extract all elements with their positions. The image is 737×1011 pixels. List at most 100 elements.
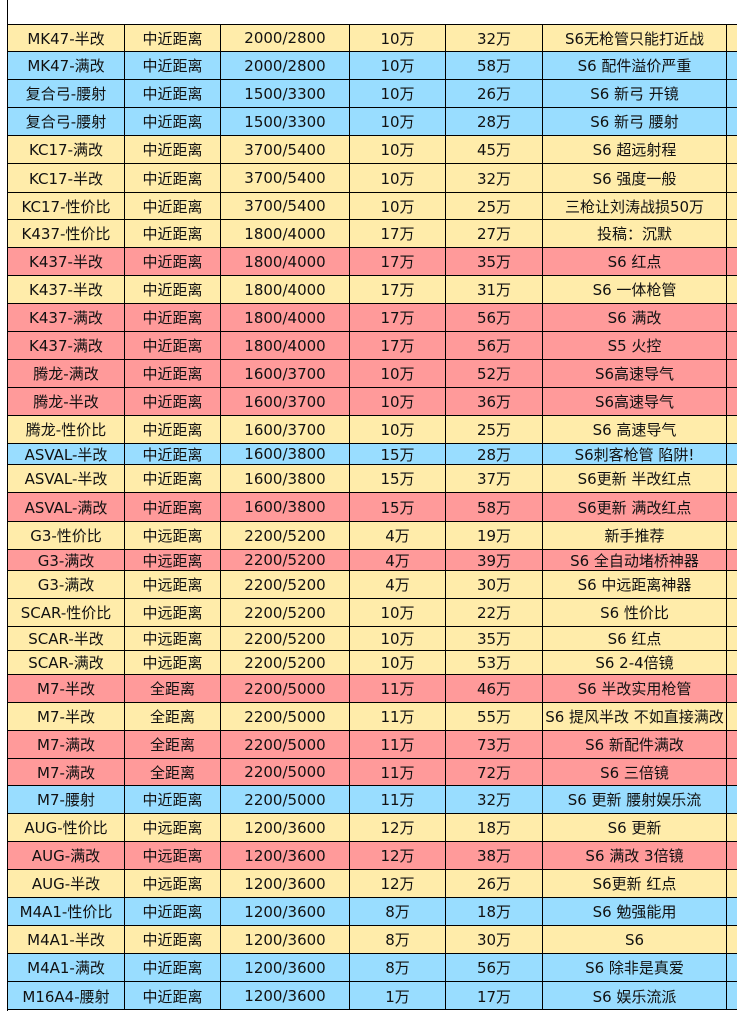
cell-note[interactable]: S6 新弓 腰射 xyxy=(543,108,727,135)
cell-base-price[interactable]: 4万 xyxy=(350,522,446,549)
cell-stat[interactable]: 2200/5200 xyxy=(221,550,350,570)
cell-stat[interactable]: 1600/3800 xyxy=(221,444,350,464)
cell-weapon-name[interactable]: M16A4-腰射 xyxy=(8,982,125,1010)
cell-empty[interactable] xyxy=(727,599,737,626)
cell-empty[interactable] xyxy=(727,954,737,981)
cell-weapon-name[interactable]: M4A1-性价比 xyxy=(8,898,125,925)
cell-total-price[interactable]: 27万 xyxy=(446,220,543,247)
cell-empty[interactable] xyxy=(727,522,737,549)
cell-range[interactable]: 中近距离 xyxy=(125,493,221,521)
cell-range[interactable]: 中近距离 xyxy=(125,388,221,415)
cell-stat[interactable]: 1200/3600 xyxy=(221,898,350,925)
cell-empty[interactable] xyxy=(727,360,737,387)
cell-weapon-name[interactable]: ASVAL-满改 xyxy=(8,493,125,521)
cell-base-price[interactable]: 12万 xyxy=(350,870,446,897)
cell-total-price[interactable]: 72万 xyxy=(446,759,543,785)
cell-empty[interactable] xyxy=(727,814,737,841)
cell-total-price[interactable]: 18万 xyxy=(446,898,543,925)
cell-base-price[interactable]: 10万 xyxy=(350,193,446,219)
cell-total-price[interactable]: 35万 xyxy=(446,248,543,275)
cell-note[interactable]: S5 火控 xyxy=(543,332,727,359)
cell-total-price[interactable]: 18万 xyxy=(446,814,543,841)
cell-range[interactable]: 中近距离 xyxy=(125,926,221,953)
cell-weapon-name[interactable]: M7-满改 xyxy=(8,731,125,758)
cell-base-price[interactable]: 11万 xyxy=(350,786,446,813)
cell-total-price[interactable]: 36万 xyxy=(446,388,543,415)
cell-total-price[interactable]: 25万 xyxy=(446,193,543,219)
cell-weapon-name[interactable]: K437-半改 xyxy=(8,276,125,303)
cell-range[interactable]: 中近距离 xyxy=(125,898,221,925)
cell-empty[interactable] xyxy=(727,52,737,79)
cell-stat[interactable]: 2200/5000 xyxy=(221,703,350,730)
cell-stat[interactable]: 2000/2800 xyxy=(221,25,350,51)
cell-stat[interactable]: 1500/3300 xyxy=(221,80,350,107)
cell-note[interactable]: S6高速导气 xyxy=(543,388,727,415)
cell-note[interactable]: S6 勉强能用 xyxy=(543,898,727,925)
cell-stat[interactable]: 1200/3600 xyxy=(221,926,350,953)
cell-base-price[interactable]: 15万 xyxy=(350,465,446,492)
cell-total-price[interactable]: 37万 xyxy=(446,465,543,492)
cell-stat[interactable]: 2200/5200 xyxy=(221,522,350,549)
cell-stat[interactable]: 1800/4000 xyxy=(221,332,350,359)
cell-base-price[interactable]: 10万 xyxy=(350,52,446,79)
cell-note[interactable]: S6 中远距离神器 xyxy=(543,571,727,598)
cell-note[interactable]: S6 新弓 开镜 xyxy=(543,80,727,107)
cell-weapon-name[interactable]: 复合弓-腰射 xyxy=(8,108,125,135)
cell-base-price[interactable]: 11万 xyxy=(350,675,446,702)
cell-empty[interactable] xyxy=(727,786,737,813)
cell-base-price[interactable]: 10万 xyxy=(350,80,446,107)
cell-base-price[interactable]: 10万 xyxy=(350,599,446,626)
cell-note[interactable]: 新手推荐 xyxy=(543,522,727,549)
cell-stat[interactable]: 3700/5400 xyxy=(221,164,350,192)
cell-weapon-name[interactable]: AUG-满改 xyxy=(8,842,125,869)
cell-base-price[interactable]: 12万 xyxy=(350,842,446,869)
cell-empty[interactable] xyxy=(727,550,737,570)
cell-total-price[interactable]: 32万 xyxy=(446,786,543,813)
cell-total-price[interactable]: 32万 xyxy=(446,25,543,51)
cell-empty[interactable] xyxy=(727,759,737,785)
cell-weapon-name[interactable]: AUG-半改 xyxy=(8,870,125,897)
cell-range[interactable]: 中远距离 xyxy=(125,814,221,841)
cell-weapon-name[interactable]: K437-性价比 xyxy=(8,220,125,247)
cell-stat[interactable]: 2000/2800 xyxy=(221,52,350,79)
cell-total-price[interactable]: 52万 xyxy=(446,360,543,387)
cell-base-price[interactable]: 10万 xyxy=(350,627,446,650)
cell-base-price[interactable]: 10万 xyxy=(350,25,446,51)
cell-note[interactable]: S6无枪管只能打近战 xyxy=(543,25,727,51)
cell-note[interactable]: 投稿：沉默 xyxy=(543,220,727,247)
cell-range[interactable]: 全距离 xyxy=(125,731,221,758)
cell-total-price[interactable]: 26万 xyxy=(446,80,543,107)
cell-empty[interactable] xyxy=(727,164,737,192)
cell-base-price[interactable]: 8万 xyxy=(350,954,446,981)
cell-base-price[interactable]: 12万 xyxy=(350,814,446,841)
cell-range[interactable]: 中近距离 xyxy=(125,416,221,443)
cell-range[interactable]: 中远距离 xyxy=(125,571,221,598)
cell-range[interactable]: 中近距离 xyxy=(125,304,221,331)
cell-base-price[interactable]: 8万 xyxy=(350,926,446,953)
cell-weapon-name[interactable]: ASVAL-半改 xyxy=(8,444,125,464)
cell-empty[interactable] xyxy=(727,627,737,650)
cell-note[interactable]: S6 性价比 xyxy=(543,599,727,626)
cell-base-price[interactable]: 10万 xyxy=(350,108,446,135)
cell-note[interactable]: S6更新 红点 xyxy=(543,870,727,897)
cell-weapon-name[interactable]: SCAR-满改 xyxy=(8,651,125,674)
cell-weapon-name[interactable]: G3-满改 xyxy=(8,571,125,598)
cell-base-price[interactable]: 17万 xyxy=(350,220,446,247)
cell-empty[interactable] xyxy=(727,304,737,331)
cell-base-price[interactable]: 10万 xyxy=(350,651,446,674)
cell-weapon-name[interactable]: G3-满改 xyxy=(8,550,125,570)
cell-total-price[interactable]: 56万 xyxy=(446,332,543,359)
cell-stat[interactable]: 2200/5200 xyxy=(221,599,350,626)
cell-note[interactable]: S6 强度一般 xyxy=(543,164,727,192)
cell-empty[interactable] xyxy=(727,870,737,897)
cell-note[interactable]: S6高速导气 xyxy=(543,360,727,387)
cell-stat[interactable]: 1600/3700 xyxy=(221,416,350,443)
cell-range[interactable]: 中近距离 xyxy=(125,248,221,275)
cell-note[interactable]: S6更新 半改红点 xyxy=(543,465,727,492)
cell-stat[interactable]: 1600/3800 xyxy=(221,493,350,521)
cell-range[interactable]: 中近距离 xyxy=(125,193,221,219)
cell-weapon-name[interactable]: SCAR-性价比 xyxy=(8,599,125,626)
cell-total-price[interactable]: 73万 xyxy=(446,731,543,758)
cell-note[interactable]: S6 更新 腰射娱乐流 xyxy=(543,786,727,813)
cell-empty[interactable] xyxy=(727,193,737,219)
